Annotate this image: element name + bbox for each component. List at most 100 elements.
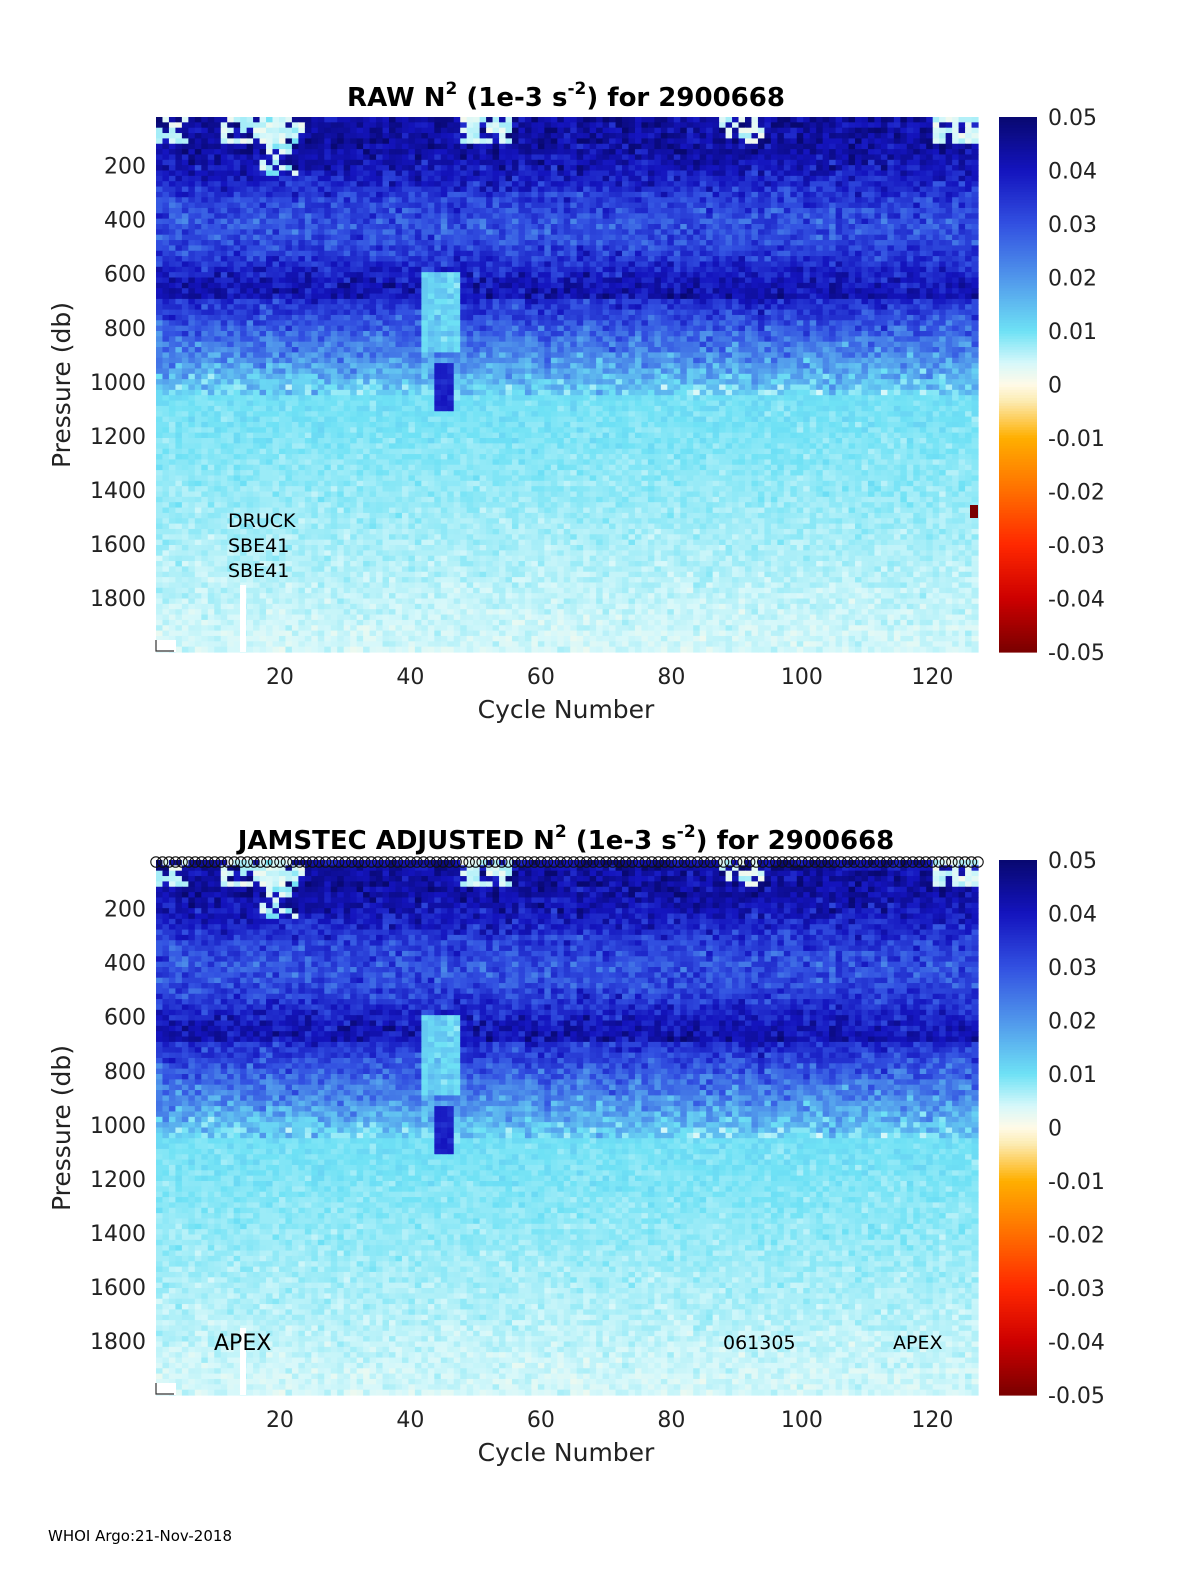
heatmap-cell — [317, 272, 325, 279]
heatmap-cell — [628, 181, 636, 188]
heatmap-cell — [207, 197, 215, 204]
heatmap-cell — [751, 224, 759, 230]
heatmap-cell — [291, 138, 299, 145]
heatmap-cell — [505, 298, 513, 305]
heatmap-cell — [492, 304, 500, 311]
heatmap-cell — [156, 127, 164, 134]
heatmap-cell — [971, 234, 979, 241]
heatmap-cell — [201, 170, 209, 177]
heatmap-cell — [194, 122, 202, 129]
heatmap-cell — [906, 133, 914, 139]
heatmap-cell — [285, 250, 293, 257]
heatmap-cell — [311, 181, 319, 188]
heatmap-cell — [790, 202, 798, 209]
heatmap-cell — [932, 127, 940, 134]
heatmap-cell — [414, 277, 422, 284]
heatmap-cell — [240, 159, 248, 166]
heatmap-cell — [609, 170, 617, 177]
heatmap-cell — [434, 234, 442, 241]
heatmap-cell — [330, 234, 338, 241]
heatmap-cell — [395, 250, 403, 257]
heatmap-cell — [479, 298, 487, 305]
heatmap-cell — [906, 143, 914, 150]
heatmap-cell — [537, 272, 545, 279]
heatmap-cell — [537, 256, 545, 263]
heatmap-cell — [492, 234, 500, 241]
heatmap-cell — [486, 282, 494, 289]
heatmap-cell — [544, 250, 552, 257]
heatmap-cell — [408, 325, 416, 332]
heatmap-cell — [356, 256, 364, 263]
heatmap-cell — [945, 218, 953, 225]
heatmap-cell — [822, 181, 830, 188]
heatmap-cell — [505, 304, 513, 311]
heatmap-cell — [634, 202, 643, 209]
heatmap-cell — [706, 127, 714, 134]
heatmap-cell — [686, 229, 694, 236]
heatmap-cell — [939, 165, 947, 172]
heatmap-cell — [906, 191, 914, 198]
heatmap-cell — [537, 181, 545, 188]
heatmap-cell — [809, 277, 817, 284]
heatmap-cell — [382, 250, 390, 257]
heatmap-cell — [395, 207, 403, 214]
heatmap-cell — [317, 202, 325, 209]
heatmap-cell — [958, 117, 966, 123]
heatmap-cell — [589, 181, 597, 188]
heatmap-cell — [524, 159, 532, 166]
heatmap-cell — [589, 234, 597, 241]
heatmap-cell — [207, 261, 215, 268]
heatmap-cell — [557, 186, 565, 193]
heatmap-cell — [906, 288, 914, 295]
heatmap-cell — [531, 154, 539, 161]
heatmap-cell — [660, 224, 668, 230]
heatmap-cell — [557, 213, 565, 220]
heatmap-cell — [874, 186, 882, 193]
heatmap-cell — [706, 181, 714, 188]
heatmap-cell — [278, 309, 287, 316]
heatmap-cell — [466, 298, 474, 305]
heatmap-cell — [913, 213, 921, 220]
heatmap-cell — [350, 229, 358, 236]
heatmap-cell — [744, 143, 753, 150]
heatmap-cell — [576, 149, 584, 156]
heatmap-cell — [583, 298, 591, 305]
heatmap-cell — [822, 229, 830, 236]
heatmap-cell — [835, 197, 843, 204]
heatmap-cell — [945, 202, 953, 209]
heatmap-cell — [712, 159, 720, 166]
heatmap-cell — [486, 272, 494, 279]
heatmap-cell — [628, 191, 636, 198]
heatmap-cell — [965, 117, 973, 123]
heatmap-cell — [855, 149, 863, 156]
heatmap-cell — [479, 218, 487, 225]
heatmap-cell — [596, 261, 604, 268]
heatmap-cell — [156, 325, 164, 332]
heatmap-cell — [913, 154, 921, 161]
heatmap-cell — [201, 191, 209, 198]
heatmap-cell — [259, 298, 267, 305]
heatmap-cell — [693, 191, 701, 198]
heatmap-cell — [537, 245, 545, 252]
heatmap-cell — [719, 298, 727, 305]
heatmap-cell — [382, 272, 390, 279]
heatmap-cell — [317, 229, 325, 236]
heatmap-cell — [453, 314, 461, 321]
heatmap-cell — [887, 314, 895, 321]
heatmap-cell — [641, 229, 649, 236]
heatmap-cell — [893, 250, 901, 257]
heatmap-cell — [479, 138, 487, 145]
heatmap-cell — [291, 320, 299, 327]
heatmap-cell — [906, 272, 914, 279]
heatmap-cell — [777, 298, 785, 305]
heatmap-cell — [363, 138, 371, 145]
heatmap-cell — [550, 234, 558, 241]
heatmap-cell — [855, 175, 863, 182]
heatmap-cell — [764, 207, 772, 214]
heatmap-cell — [298, 133, 306, 139]
heatmap-cell — [602, 186, 610, 193]
heatmap-cell — [330, 288, 338, 295]
heatmap-cell — [434, 197, 442, 204]
heatmap-cell — [233, 143, 241, 150]
heatmap-cell — [434, 261, 442, 268]
